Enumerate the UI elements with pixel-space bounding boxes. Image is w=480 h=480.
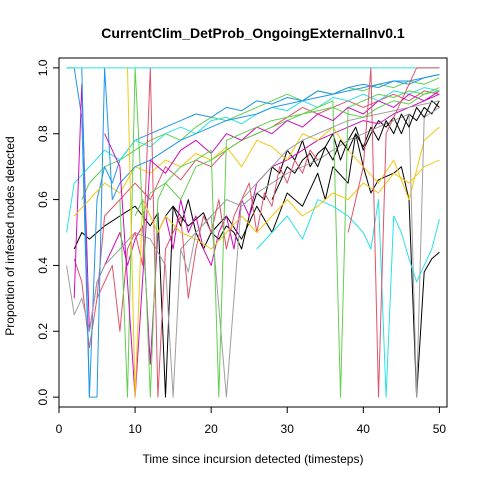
y-tick-label: 0.4 — [36, 257, 50, 274]
y-tick-label: 0.2 — [36, 323, 50, 340]
y-tick-label: 0.6 — [36, 191, 50, 208]
series-line-20 — [134, 90, 440, 398]
x-axis-label: Time since incursion detected (timesteps… — [143, 452, 364, 466]
x-tick-label: 20 — [204, 422, 218, 436]
series-line-11 — [96, 67, 319, 398]
series-layer — [66, 67, 440, 398]
y-tick-label: 0.8 — [36, 125, 50, 142]
series-line-9 — [66, 106, 440, 398]
chart-title: CurrentClim_DetProb_OngoingExternalInv0.… — [101, 25, 405, 41]
series-line-6 — [66, 87, 440, 233]
series-line-10 — [271, 100, 440, 200]
x-tick-label: 0 — [56, 422, 63, 436]
x-axis: 0 10 20 30 40 50 — [56, 406, 447, 436]
y-tick-label: 0.0 — [36, 388, 50, 405]
x-tick-label: 30 — [281, 422, 295, 436]
y-axis: 0.0 0.2 0.4 0.6 0.8 1.0 — [36, 59, 60, 405]
series-line-16 — [104, 90, 440, 398]
y-tick-label: 1.0 — [36, 59, 50, 76]
series-line-1 — [73, 133, 440, 398]
y-axis-label: Proportion of infested nodes detected — [3, 136, 17, 335]
series-line-7 — [73, 83, 440, 365]
x-tick-label: 40 — [357, 422, 371, 436]
series-line-18 — [180, 100, 440, 398]
series-line-13 — [81, 67, 440, 398]
x-tick-label: 10 — [128, 422, 142, 436]
series-line-12 — [119, 67, 440, 398]
x-tick-label: 50 — [433, 422, 447, 436]
series-line-19 — [347, 67, 440, 398]
